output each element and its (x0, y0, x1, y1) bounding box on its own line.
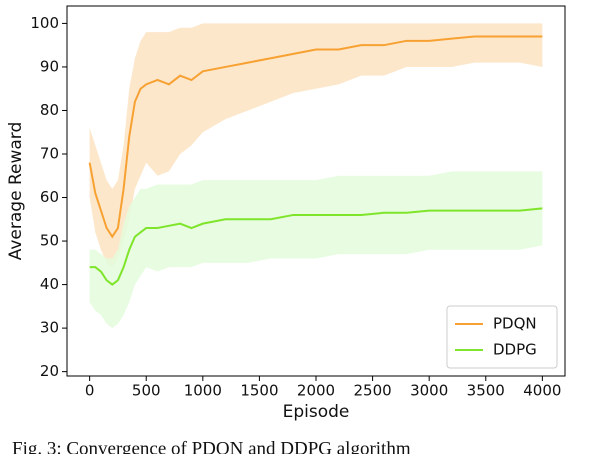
y-tick-label: 100 (30, 14, 59, 32)
caption: Fig. 3: Convergence of PDQN and DDPG alg… (12, 438, 411, 454)
x-tick-label: 3500 (467, 382, 505, 400)
x-axis-label: Episode (283, 402, 350, 422)
x-tick-label: 0 (85, 382, 95, 400)
legend-label: DDPG (493, 341, 537, 359)
x-tick-label: 2500 (353, 382, 391, 400)
y-tick-label: 50 (40, 232, 59, 250)
variance-band (89, 171, 543, 329)
y-tick-label: 60 (40, 188, 59, 206)
x-tick-label: 500 (132, 382, 161, 400)
series-line (88, 35, 543, 239)
y-tick-label: 90 (40, 57, 59, 75)
y-axis-label: Average Reward (6, 122, 26, 261)
y-tick-label: 70 (40, 145, 59, 163)
y-tick-label: 30 (40, 319, 59, 337)
x-tick-label: 1000 (184, 382, 222, 400)
variance-band (89, 23, 543, 268)
legend-box (446, 305, 558, 369)
y-tick-label: 20 (40, 362, 59, 380)
x-tick-label: 2000 (297, 382, 335, 400)
y-tick-label: 40 (40, 275, 59, 293)
y-tick-label: 80 (40, 101, 59, 119)
x-tick-label: 1500 (240, 382, 278, 400)
legend-label: PDQN (493, 315, 537, 333)
x-tick-label: 3000 (410, 382, 448, 400)
x-tick-label: 4000 (523, 382, 561, 400)
series-line (89, 207, 543, 286)
